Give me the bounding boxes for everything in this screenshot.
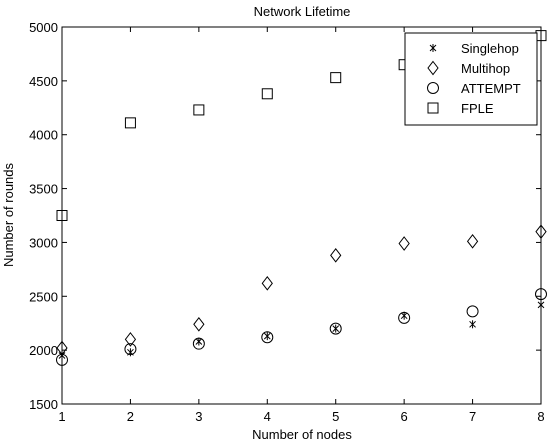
point-fple	[56, 210, 68, 221]
x-tick-label: 6	[401, 409, 408, 424]
legend-marker-attempt	[427, 82, 439, 94]
legend-label: FPLE	[461, 101, 494, 116]
legend-marker-multihop	[427, 60, 439, 76]
point-multihop	[261, 276, 273, 291]
point-singlehop	[537, 300, 545, 309]
point-singlehop	[469, 320, 476, 329]
x-tick-label: 1	[58, 409, 65, 424]
x-tick-label: 2	[127, 409, 134, 424]
point-attempt	[535, 288, 547, 301]
point-attempt	[398, 311, 411, 324]
point-attempt	[192, 337, 205, 350]
x-tick-label: 3	[195, 409, 202, 424]
legend-marker-fple	[427, 102, 439, 114]
x-tick-label: 5	[332, 409, 339, 424]
point-singlehop	[400, 311, 408, 320]
legend-label: Multihop	[461, 61, 510, 76]
point-fple	[261, 88, 273, 100]
point-multihop	[330, 248, 342, 263]
y-tick-label: 4000	[29, 128, 58, 143]
x-axis-label: Number of nodes	[252, 427, 352, 442]
y-tick-label: 2500	[29, 289, 58, 304]
x-tick-label: 7	[469, 409, 476, 424]
chart-title: Network Lifetime	[254, 4, 351, 19]
legend: Singlehop Multihop ATTEMPT FPLE	[404, 32, 538, 126]
point-singlehop	[58, 351, 66, 360]
point-singlehop	[263, 332, 271, 341]
point-attempt	[261, 331, 274, 344]
legend-box	[404, 32, 538, 126]
point-singlehop	[195, 337, 203, 346]
point-attempt	[124, 343, 137, 356]
legend-label: ATTEMPT	[461, 81, 521, 96]
legend-label: Singlehop	[461, 41, 519, 56]
point-multihop	[466, 234, 479, 249]
point-attempt	[329, 322, 342, 335]
y-tick-label: 5000	[29, 20, 58, 35]
point-multihop	[535, 224, 547, 239]
point-attempt	[466, 305, 479, 318]
point-fple	[193, 104, 205, 116]
y-tick-label: 4500	[29, 74, 58, 89]
y-axis-label: Number of rounds	[1, 162, 16, 267]
point-multihop	[193, 316, 205, 332]
point-multihop	[124, 332, 137, 347]
point-multihop	[398, 236, 410, 251]
point-singlehop	[332, 324, 340, 333]
x-tick-label: 8	[537, 409, 544, 424]
y-tick-label: 2000	[29, 343, 58, 358]
point-fple	[330, 72, 342, 84]
y-tick-label: 1500	[29, 397, 58, 412]
y-tick-label: 3000	[29, 235, 58, 250]
x-tick-label: 4	[264, 409, 271, 424]
legend-marker-singlehop	[429, 44, 437, 52]
y-tick-label: 3500	[29, 182, 58, 197]
axis-ticks: 1 2 3 4 5 6 7 8 1500 2000 2500 3000 3500 4000 4500 5000	[29, 20, 545, 424]
point-attempt	[56, 353, 68, 366]
point-fple	[124, 117, 136, 129]
